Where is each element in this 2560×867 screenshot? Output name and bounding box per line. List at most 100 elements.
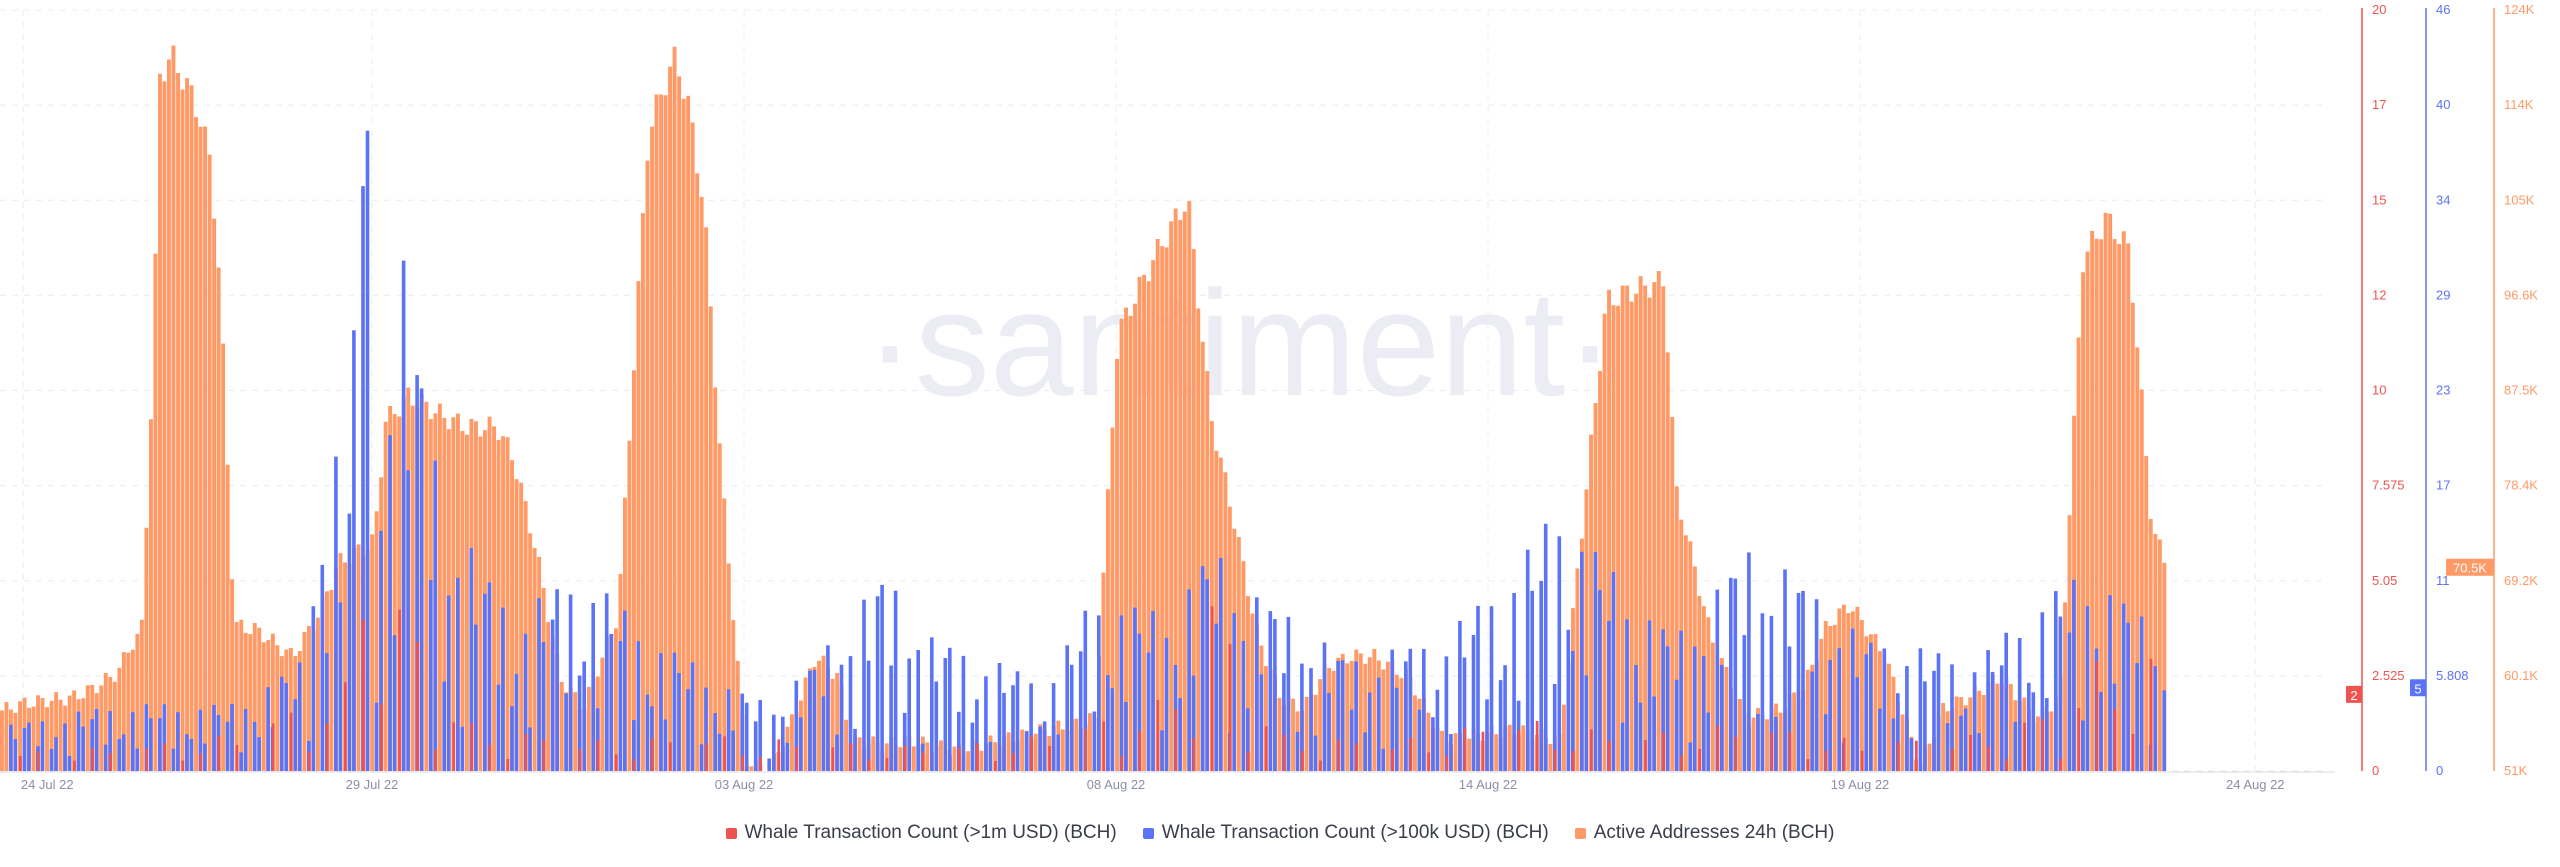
active-addresses-bar (1562, 704, 1566, 771)
whale-100k-bar (1124, 702, 1128, 771)
active-addresses-bar (731, 620, 736, 771)
active-addresses-bar (437, 403, 442, 771)
whale-1m-bar (416, 642, 419, 771)
y-axes: 02.5255.057.5751012151720205.80811172329… (2346, 2, 2538, 778)
active-addresses-bar (663, 95, 668, 772)
active-addresses-bar (713, 387, 718, 771)
active-addresses-bar (45, 707, 50, 771)
whale-1m-bar (217, 736, 221, 771)
whale-100k-bar (1756, 714, 1760, 771)
whale-1m-bar (1788, 731, 1792, 771)
whale-1m-bar (1120, 756, 1124, 771)
whale-100k-bar (753, 721, 758, 771)
whale-100k-bar (1489, 606, 1494, 771)
whale-100k-bar (2081, 720, 2085, 771)
whale-100k-bar (961, 655, 966, 771)
x-tick-label: 24 Aug 22 (2226, 777, 2285, 792)
whale-1m-bar (614, 754, 618, 771)
active-addresses-bar (135, 633, 140, 771)
active-addresses-bar (189, 85, 194, 772)
whale-100k-bar (1742, 635, 1747, 771)
whale-1m-bar (1138, 731, 1142, 771)
whale-100k-bar (1896, 693, 1900, 771)
whale-100k-bar (1837, 648, 1842, 771)
whale-1m-bar (777, 739, 781, 771)
whale-100k-bar (1376, 677, 1381, 771)
y-tick-label: 5.05 (2372, 573, 2397, 588)
whale-1m-bar (1915, 740, 1918, 771)
whale-100k-bar (483, 593, 487, 771)
active-addresses-bar (835, 673, 840, 771)
whale-1m-bar (37, 751, 40, 771)
active-addresses-bar (844, 719, 849, 771)
whale-100k-bar (1471, 635, 1476, 771)
active-addresses-bar (690, 122, 695, 771)
active-addresses-bar (1128, 316, 1133, 771)
active-addresses-bar (641, 213, 645, 772)
whale-1m-bar (632, 759, 636, 771)
whale-1m-bar (2077, 708, 2081, 771)
active-addresses-bar (1778, 712, 1783, 771)
whale-100k-bar (893, 590, 898, 771)
whale-100k-bar (1178, 698, 1182, 771)
whale-100k-bar (2072, 579, 2076, 771)
active-addresses-bar (153, 253, 158, 771)
active-addresses-bar (1859, 620, 1864, 771)
active-addresses-bar (99, 685, 104, 771)
whale-1m-bar (1571, 751, 1575, 771)
whale-100k-bar (1349, 709, 1354, 771)
whale-100k-bar (1584, 675, 1589, 771)
active-addresses-bar (1638, 276, 1643, 771)
whale-1m-bar (398, 609, 401, 771)
active-addresses-bar (925, 742, 930, 771)
active-addresses-bar (532, 547, 537, 771)
legend-item-active-addresses[interactable]: Active Addresses 24h (BCH) (1574, 822, 1834, 844)
legend-item-whale-100k[interactable]: Whale Transaction Count (>100k USD) (BCH… (1142, 822, 1549, 844)
whale-100k-bar (2099, 692, 2103, 771)
whale-100k-bar (1394, 687, 1399, 771)
whale-100k-bar (1688, 742, 1693, 771)
whale-100k-bar (1431, 717, 1435, 771)
whale-100k-bar (514, 673, 519, 771)
y-tick-label: 12 (2372, 287, 2386, 302)
whale-1m-bar (1192, 737, 1196, 771)
active-addresses-bar (207, 154, 212, 771)
active-addresses-bar (2157, 539, 2162, 771)
active-addresses-bar (636, 281, 641, 771)
active-addresses-bar (225, 464, 230, 771)
active-addresses-bar (2049, 711, 2054, 771)
x-tick-label: 24 Jul 22 (21, 777, 74, 792)
active-addresses-bar (1124, 307, 1129, 771)
whale-100k-bar (880, 584, 884, 771)
whale-100k-bar (1607, 620, 1611, 771)
active-addresses-bar (1137, 276, 1142, 771)
active-addresses-bar (2148, 518, 2153, 771)
whale-1m-bar (235, 745, 239, 771)
whale-100k-bar (1449, 734, 1453, 771)
whale-100k-bar (1322, 642, 1327, 771)
whale-100k-bar (677, 673, 681, 771)
whale-100k-bar (1029, 683, 1033, 771)
whale-100k-bar (401, 260, 406, 771)
active-addresses-bar (1173, 208, 1178, 771)
whale-1m-bar (1264, 726, 1268, 771)
active-addresses-bar (1968, 697, 1973, 771)
whale-100k-bar (1963, 708, 1968, 771)
active-addresses-bar (1521, 725, 1526, 771)
legend-item-whale-1m[interactable]: Whale Transaction Count (>1m USD) (BCH) (725, 822, 1117, 844)
whale-100k-bar (1566, 629, 1571, 771)
whale-100k-bar (1729, 577, 1733, 771)
whale-1m-bar (1481, 731, 1485, 771)
current-value-label: 5 (2414, 681, 2421, 696)
whale-1m-bar (524, 734, 528, 771)
active-addresses-bar (1146, 281, 1151, 771)
whale-100k-bar (812, 669, 817, 771)
whale-100k-bar (663, 719, 668, 771)
whale-1m-bar (91, 748, 94, 771)
whale-100k-bar (1151, 611, 1155, 771)
active-addresses-bar (492, 426, 497, 771)
active-addresses-bar (1841, 604, 1846, 771)
whale-100k-bar (862, 599, 866, 771)
whale-100k-bar (975, 699, 979, 771)
active-addresses-bar (307, 625, 311, 771)
